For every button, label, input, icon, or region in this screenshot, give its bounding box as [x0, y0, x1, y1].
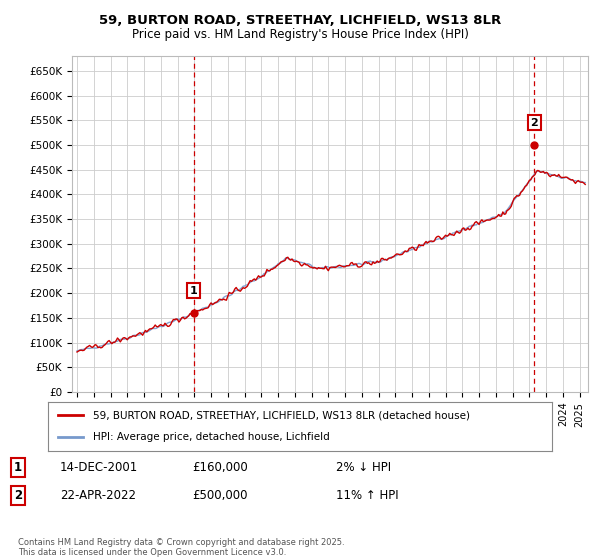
Text: 14-DEC-2001: 14-DEC-2001	[60, 461, 138, 474]
Text: 1: 1	[190, 286, 197, 296]
Text: 59, BURTON ROAD, STREETHAY, LICHFIELD, WS13 8LR (detached house): 59, BURTON ROAD, STREETHAY, LICHFIELD, W…	[94, 410, 470, 421]
Text: 2: 2	[14, 489, 22, 502]
Text: HPI: Average price, detached house, Lichfield: HPI: Average price, detached house, Lich…	[94, 432, 330, 442]
Text: 2% ↓ HPI: 2% ↓ HPI	[336, 461, 391, 474]
Text: 59, BURTON ROAD, STREETHAY, LICHFIELD, WS13 8LR: 59, BURTON ROAD, STREETHAY, LICHFIELD, W…	[99, 14, 501, 27]
Text: 2: 2	[530, 118, 538, 128]
Text: Price paid vs. HM Land Registry's House Price Index (HPI): Price paid vs. HM Land Registry's House …	[131, 28, 469, 41]
Text: Contains HM Land Registry data © Crown copyright and database right 2025.
This d: Contains HM Land Registry data © Crown c…	[18, 538, 344, 557]
Text: 1: 1	[14, 461, 22, 474]
Text: £160,000: £160,000	[192, 461, 248, 474]
Text: £500,000: £500,000	[192, 489, 248, 502]
Text: 22-APR-2022: 22-APR-2022	[60, 489, 136, 502]
Text: 11% ↑ HPI: 11% ↑ HPI	[336, 489, 398, 502]
